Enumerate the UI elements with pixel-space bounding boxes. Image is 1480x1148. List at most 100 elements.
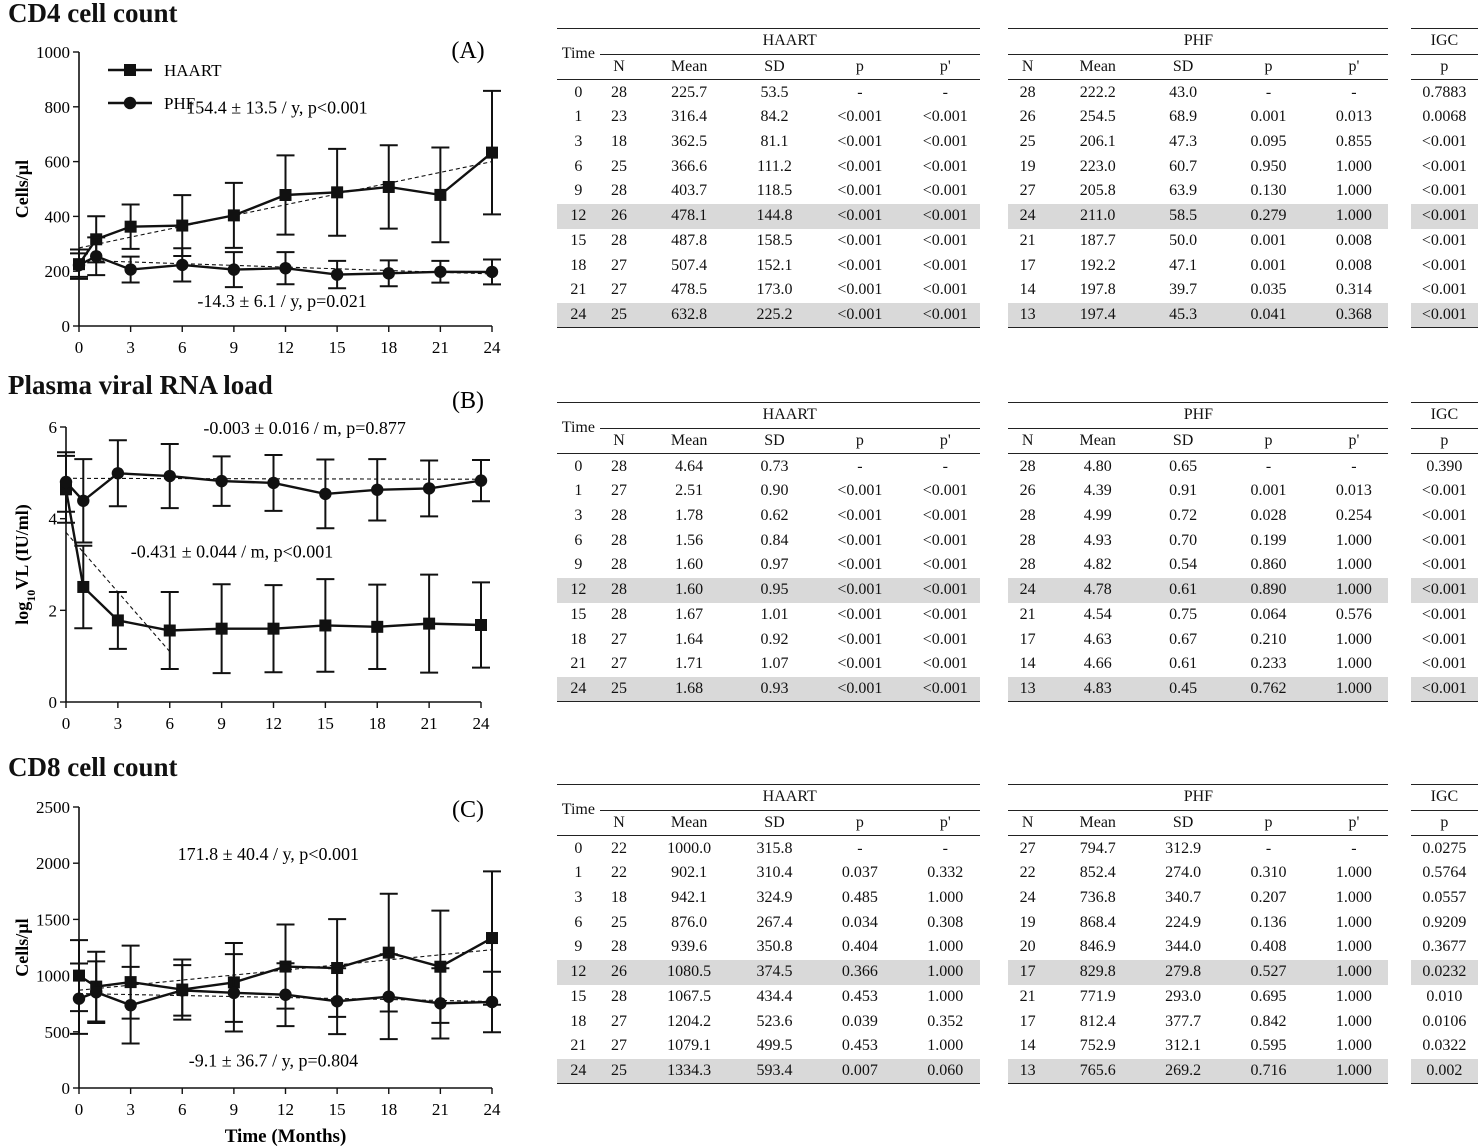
y-tick-label: 6 bbox=[49, 418, 58, 437]
value-cell: - bbox=[857, 83, 863, 101]
column-gap bbox=[980, 810, 1008, 836]
data-point-haart bbox=[382, 946, 395, 959]
value-cell: 206.1 bbox=[1079, 133, 1116, 151]
column-gap bbox=[980, 528, 1008, 553]
column-header: Mean bbox=[1046, 810, 1149, 837]
value-cell: 0.7883 bbox=[1422, 83, 1467, 101]
y-tick-label: 1000 bbox=[36, 967, 70, 986]
column-gap bbox=[980, 1059, 1008, 1084]
value-cell: <0.001 bbox=[837, 630, 883, 648]
value-cell: <0.001 bbox=[1421, 531, 1467, 549]
value-cell: 1.78 bbox=[675, 507, 704, 525]
column-gap bbox=[1388, 810, 1410, 836]
time-header: Time bbox=[557, 27, 600, 81]
data-point-phf bbox=[176, 258, 189, 272]
data-point-haart bbox=[163, 624, 176, 637]
value-cell: 197.4 bbox=[1046, 302, 1149, 329]
table-row: 9 28 1.60 0.97 <0.001 <0.001 28 4.82 0.54 0.860 1.… bbox=[557, 553, 1478, 578]
value-cell: 0.0068 bbox=[1422, 108, 1467, 126]
panel-label: (C) bbox=[452, 797, 484, 823]
value-cell: 13 bbox=[1008, 1058, 1047, 1085]
value-cell: 0.485 bbox=[841, 889, 878, 907]
y-tick-label: 600 bbox=[45, 153, 71, 172]
value-cell: 28 bbox=[599, 577, 639, 603]
value-cell: 144.8 bbox=[739, 203, 810, 229]
time-cell: 18 bbox=[570, 1012, 587, 1030]
value-cell: 4.64 bbox=[675, 457, 704, 475]
value-cell: 2.51 bbox=[675, 482, 704, 500]
value-cell: 0.007 bbox=[809, 1058, 911, 1085]
value-cell: <0.001 bbox=[1421, 231, 1467, 249]
time-cell: 1 bbox=[574, 864, 583, 882]
column-gap bbox=[980, 836, 1008, 861]
value-cell: 24 bbox=[1019, 889, 1036, 907]
cd4-table: Time HAART PHF IGC N Mean SD p p' N Mean SD p p' p 0 28 2… bbox=[557, 27, 1478, 329]
legend-label-phf: PHF bbox=[164, 94, 195, 113]
time-cell: 12 bbox=[557, 577, 600, 603]
value-cell: 1.000 bbox=[1335, 556, 1372, 574]
value-cell: 222.2 bbox=[1079, 83, 1116, 101]
value-cell: 752.9 bbox=[1079, 1037, 1116, 1055]
value-cell: 0.61 bbox=[1148, 577, 1218, 603]
value-cell: 846.9 bbox=[1079, 938, 1116, 956]
column-gap bbox=[980, 454, 1008, 479]
value-cell: 487.8 bbox=[671, 231, 708, 249]
data-point-phf bbox=[279, 261, 292, 275]
value-cell: 312.9 bbox=[1165, 839, 1202, 857]
column-gap bbox=[1388, 528, 1410, 553]
time-cell: 3 bbox=[574, 133, 583, 151]
value-cell: <0.001 bbox=[922, 630, 968, 648]
x-tick-label: 6 bbox=[166, 714, 175, 733]
column-gap bbox=[980, 154, 1008, 179]
value-cell: <0.001 bbox=[837, 133, 883, 151]
value-cell: <0.001 bbox=[1421, 281, 1467, 299]
value-cell: 324.9 bbox=[756, 889, 793, 907]
value-cell: 902.1 bbox=[671, 864, 708, 882]
value-cell: 593.4 bbox=[739, 1058, 810, 1085]
column-gap bbox=[1388, 785, 1410, 811]
value-cell: 43.0 bbox=[1169, 83, 1198, 101]
column-gap bbox=[1388, 886, 1410, 911]
value-cell: <0.001 bbox=[837, 157, 883, 175]
value-cell: 81.1 bbox=[760, 133, 789, 151]
column-header: SD bbox=[1148, 810, 1218, 837]
value-cell: 0.037 bbox=[841, 864, 878, 882]
y-tick-label: 2 bbox=[49, 601, 58, 620]
value-cell: - bbox=[1351, 839, 1357, 857]
value-cell: 0.001 bbox=[1250, 231, 1287, 249]
x-tick-label: 12 bbox=[277, 1100, 294, 1119]
value-cell: 50.0 bbox=[1169, 231, 1198, 249]
value-cell: 0.001 bbox=[1250, 482, 1287, 500]
value-cell: 0.034 bbox=[841, 913, 878, 931]
group-header-haart: HAART bbox=[599, 784, 980, 811]
value-cell: 0.453 bbox=[841, 987, 878, 1005]
value-cell: 0.095 bbox=[1250, 133, 1287, 151]
column-header: p bbox=[809, 810, 911, 837]
data-point-phf bbox=[72, 258, 86, 272]
data-point-haart bbox=[371, 620, 384, 633]
column-gap bbox=[1388, 54, 1410, 80]
data-point-phf bbox=[485, 995, 499, 1009]
time-cell: 0 bbox=[574, 457, 583, 475]
value-cell: <0.001 bbox=[1421, 482, 1467, 500]
data-point-phf bbox=[319, 487, 332, 501]
value-cell: 1.07 bbox=[760, 655, 789, 673]
table-row: 9 28 939.6 350.8 0.404 1.000 20 846.9 344.0 0.408… bbox=[557, 935, 1478, 960]
time-cell: 24 bbox=[557, 676, 600, 703]
value-cell: 0.842 bbox=[1250, 1012, 1287, 1030]
value-cell: 25 bbox=[599, 302, 639, 329]
column-gap bbox=[1388, 80, 1410, 105]
value-cell: 0.279 bbox=[1217, 203, 1320, 229]
table-row: 12 26 478.1 144.8 <0.001 <0.001 24 211.0 58.5 0.2… bbox=[557, 203, 1478, 229]
column-gap bbox=[1388, 861, 1410, 886]
x-tick-label: 18 bbox=[380, 1100, 397, 1119]
data-point-haart bbox=[279, 189, 292, 202]
value-cell: 0.91 bbox=[1169, 482, 1198, 500]
value-cell: 13 bbox=[1008, 302, 1047, 329]
time-cell: 21 bbox=[570, 1037, 587, 1055]
value-cell: 1.64 bbox=[675, 630, 704, 648]
value-cell: 27 bbox=[611, 281, 627, 299]
value-cell: <0.001 bbox=[837, 655, 883, 673]
value-cell: 507.4 bbox=[671, 256, 708, 274]
column-gap bbox=[1388, 603, 1410, 628]
